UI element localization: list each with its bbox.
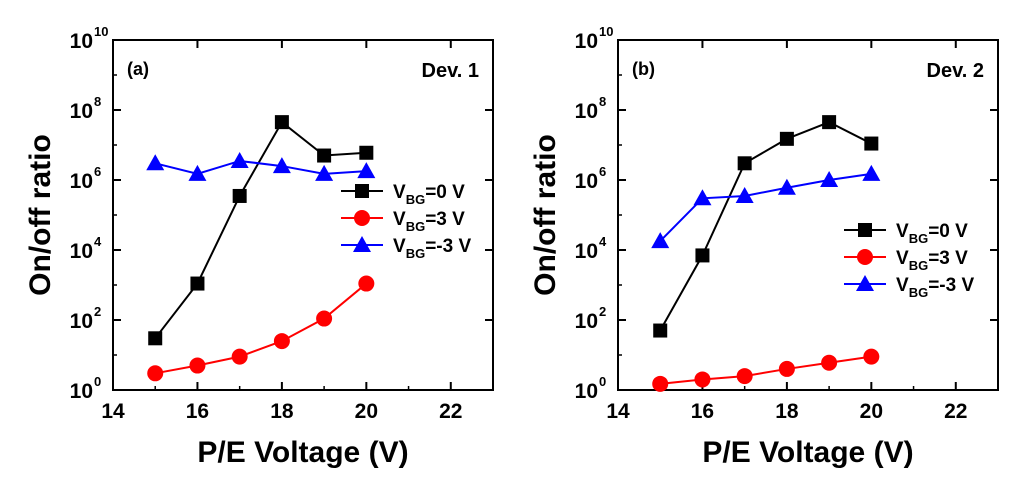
y-tick-label: 10 — [575, 100, 598, 123]
data-point — [188, 164, 207, 181]
y-tick-label: 10 — [575, 380, 598, 403]
data-point — [272, 157, 291, 174]
data-point — [147, 365, 164, 382]
y-tick-label: 10 — [575, 240, 598, 263]
series-line — [154, 159, 367, 175]
y-tick-label: 10 — [575, 30, 598, 53]
data-point — [189, 357, 206, 374]
data-point — [653, 323, 668, 338]
legend-label: VBG=0 V — [393, 182, 465, 207]
series-line — [154, 120, 367, 339]
data-point — [190, 276, 205, 291]
series-line — [659, 121, 872, 332]
y-axis-title: On/off ratio — [24, 134, 57, 296]
y-tick-exponent: 6 — [94, 164, 101, 179]
legend-label: VBG=3 V — [393, 209, 465, 234]
y-tick-exponent: 2 — [599, 304, 606, 319]
x-axis-title: P/E Voltage (V) — [197, 436, 408, 469]
y-tick-exponent: 0 — [94, 374, 101, 389]
data-point — [737, 156, 752, 171]
data-point — [230, 151, 249, 168]
x-tick-label: 22 — [439, 400, 462, 423]
x-tick-label: 20 — [355, 400, 378, 423]
y-tick-label: 10 — [70, 30, 93, 53]
y-tick-label: 10 — [575, 310, 598, 333]
y-tick-label: 10 — [70, 170, 93, 193]
legend-marker — [355, 184, 369, 198]
panel-label: (a) — [127, 59, 149, 79]
y-tick-exponent: 8 — [94, 94, 101, 109]
data-point — [822, 115, 837, 130]
x-tick-label: 18 — [775, 400, 799, 423]
data-point — [146, 154, 165, 171]
y-tick-exponent: 0 — [599, 374, 606, 389]
data-point — [357, 162, 376, 179]
data-point — [359, 145, 374, 160]
y-tick-label: 10 — [70, 310, 93, 333]
x-tick-label: 14 — [606, 400, 630, 423]
series-line — [659, 172, 872, 242]
legend-label: VBG=-3 V — [393, 236, 471, 261]
legend-marker — [856, 275, 874, 291]
data-point — [821, 354, 838, 371]
panel-label: (b) — [632, 59, 655, 79]
x-tick-label: 22 — [944, 400, 967, 423]
y-tick-exponent: 6 — [599, 164, 606, 179]
data-point — [735, 186, 754, 203]
data-point — [820, 171, 839, 187]
data-point — [778, 360, 795, 377]
legend-label: VBG=-3 V — [896, 275, 974, 300]
y-tick-label: 10 — [70, 240, 93, 263]
data-point — [273, 333, 290, 350]
data-point — [863, 348, 880, 365]
legend-marker — [353, 236, 371, 252]
device-label: Dev. 1 — [422, 60, 479, 82]
x-axis-title: P/E Voltage (V) — [702, 436, 913, 469]
data-point — [232, 188, 247, 203]
y-tick-exponent: 10 — [94, 24, 108, 39]
legend-marker — [858, 223, 872, 237]
x-tick-label: 16 — [691, 400, 714, 423]
data-point — [316, 310, 333, 327]
data-point — [864, 136, 879, 151]
data-point — [693, 189, 712, 206]
data-point — [862, 164, 881, 181]
legend-label: VBG=3 V — [896, 248, 968, 273]
x-tick-label: 16 — [186, 400, 209, 423]
legend-marker — [354, 210, 370, 226]
data-point — [736, 368, 753, 385]
legend-label: VBG=0 V — [896, 221, 968, 246]
data-point — [317, 148, 332, 163]
x-tick-label: 14 — [101, 400, 125, 423]
data-point — [274, 115, 289, 130]
y-tick-label: 10 — [70, 100, 93, 123]
data-point — [779, 131, 794, 146]
legend-marker — [857, 249, 873, 265]
data-point — [231, 348, 248, 365]
y-tick-label: 10 — [575, 170, 598, 193]
y-tick-exponent: 10 — [599, 24, 613, 39]
data-point — [777, 178, 796, 195]
y-tick-exponent: 4 — [94, 234, 102, 249]
data-point — [695, 248, 710, 263]
y-tick-exponent: 4 — [599, 234, 607, 249]
y-tick-exponent: 8 — [599, 94, 606, 109]
y-tick-label: 10 — [70, 380, 93, 403]
data-point — [148, 331, 163, 346]
data-point — [315, 164, 334, 181]
x-tick-label: 18 — [270, 400, 294, 423]
data-point — [358, 275, 375, 292]
data-point — [651, 232, 670, 249]
device-label: Dev. 2 — [927, 60, 984, 82]
data-point — [694, 371, 711, 388]
data-point — [652, 375, 669, 392]
y-axis-title: On/off ratio — [529, 134, 562, 296]
x-tick-label: 20 — [860, 400, 883, 423]
series-line — [660, 355, 872, 385]
plot-frame — [617, 39, 999, 391]
y-tick-exponent: 2 — [94, 304, 101, 319]
